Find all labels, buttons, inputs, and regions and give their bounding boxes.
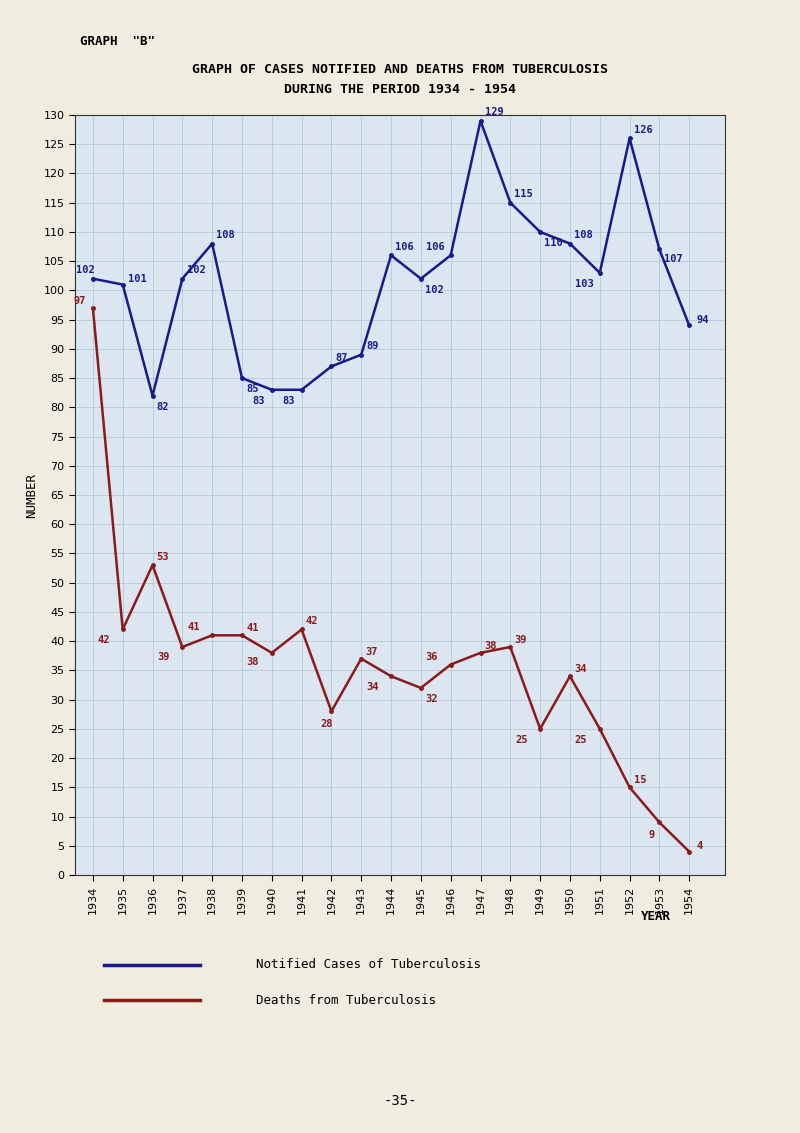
Text: 36: 36 <box>426 653 438 663</box>
Text: 32: 32 <box>425 693 438 704</box>
Text: 89: 89 <box>366 341 379 351</box>
Text: 82: 82 <box>157 401 169 411</box>
Text: 103: 103 <box>574 279 594 289</box>
Text: 15: 15 <box>634 775 646 785</box>
Text: Notified Cases of Tuberculosis: Notified Cases of Tuberculosis <box>256 959 481 971</box>
Text: 108: 108 <box>574 230 593 240</box>
Text: 9: 9 <box>648 829 654 840</box>
Text: 102: 102 <box>186 265 206 275</box>
Text: 87: 87 <box>335 352 348 363</box>
Text: 85: 85 <box>246 384 258 394</box>
Text: 126: 126 <box>634 125 653 135</box>
Text: 38: 38 <box>246 657 259 667</box>
Text: YEAR: YEAR <box>641 910 671 923</box>
Text: 107: 107 <box>663 254 682 264</box>
Text: 83: 83 <box>252 395 265 406</box>
Text: 115: 115 <box>514 189 534 199</box>
Text: 83: 83 <box>282 395 294 406</box>
Text: 39: 39 <box>514 634 527 645</box>
Text: GRAPH  "B": GRAPH "B" <box>80 35 155 48</box>
Text: GRAPH OF CASES NOTIFIED AND DEATHS FROM TUBERCULOSIS: GRAPH OF CASES NOTIFIED AND DEATHS FROM … <box>192 63 608 76</box>
Text: 110: 110 <box>544 238 563 248</box>
Text: 97: 97 <box>74 296 86 306</box>
Text: 25: 25 <box>515 734 528 744</box>
Text: 102: 102 <box>425 284 444 295</box>
Text: 25: 25 <box>574 734 587 744</box>
Text: -35-: -35- <box>383 1094 417 1108</box>
Text: 42: 42 <box>98 636 110 646</box>
Text: 41: 41 <box>187 622 200 632</box>
Text: Deaths from Tuberculosis: Deaths from Tuberculosis <box>256 994 436 1006</box>
Text: 102: 102 <box>76 265 95 275</box>
Text: 37: 37 <box>366 647 378 656</box>
Text: 53: 53 <box>157 552 169 562</box>
Text: 34: 34 <box>366 682 378 692</box>
Text: 129: 129 <box>485 108 503 118</box>
Text: DURING THE PERIOD 1934 - 1954: DURING THE PERIOD 1934 - 1954 <box>284 83 516 96</box>
Y-axis label: NUMBER: NUMBER <box>25 472 38 518</box>
Text: 4: 4 <box>696 841 702 851</box>
Text: 38: 38 <box>485 640 497 650</box>
Text: 39: 39 <box>158 651 170 662</box>
Text: 106: 106 <box>426 241 445 252</box>
Text: 28: 28 <box>320 718 333 729</box>
Text: 41: 41 <box>246 623 258 633</box>
Text: 34: 34 <box>574 664 586 674</box>
Text: 42: 42 <box>306 616 318 625</box>
Text: 94: 94 <box>696 315 709 325</box>
Text: 106: 106 <box>395 241 414 252</box>
Text: 101: 101 <box>128 274 147 283</box>
Text: 108: 108 <box>216 230 235 240</box>
